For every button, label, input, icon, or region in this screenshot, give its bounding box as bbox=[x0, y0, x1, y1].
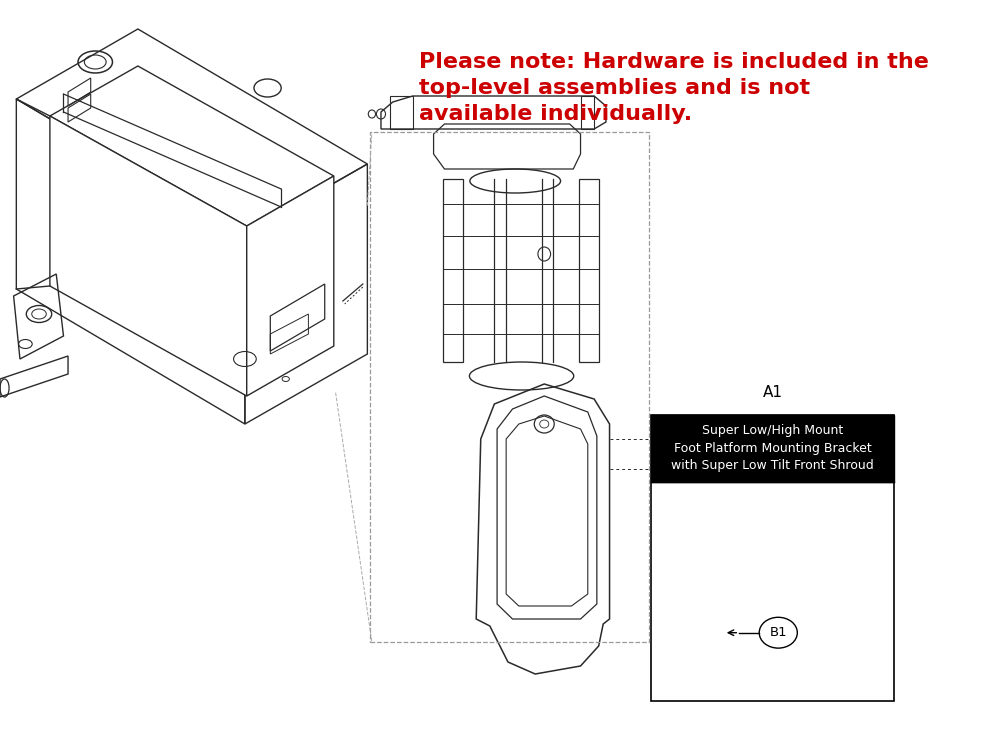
Polygon shape bbox=[247, 176, 334, 396]
Polygon shape bbox=[50, 116, 247, 396]
Text: B1: B1 bbox=[769, 626, 787, 639]
Text: Please note: Hardware is included in the
top-level assemblies and is not
availab: Please note: Hardware is included in the… bbox=[419, 52, 929, 124]
Bar bbox=[651, 415, 894, 701]
Bar bbox=[651, 415, 894, 482]
Polygon shape bbox=[50, 66, 334, 226]
Text: A1: A1 bbox=[763, 385, 783, 400]
Text: Super Low/High Mount
Foot Platform Mounting Bracket
with Super Low Tilt Front Sh: Super Low/High Mount Foot Platform Mount… bbox=[671, 424, 874, 473]
